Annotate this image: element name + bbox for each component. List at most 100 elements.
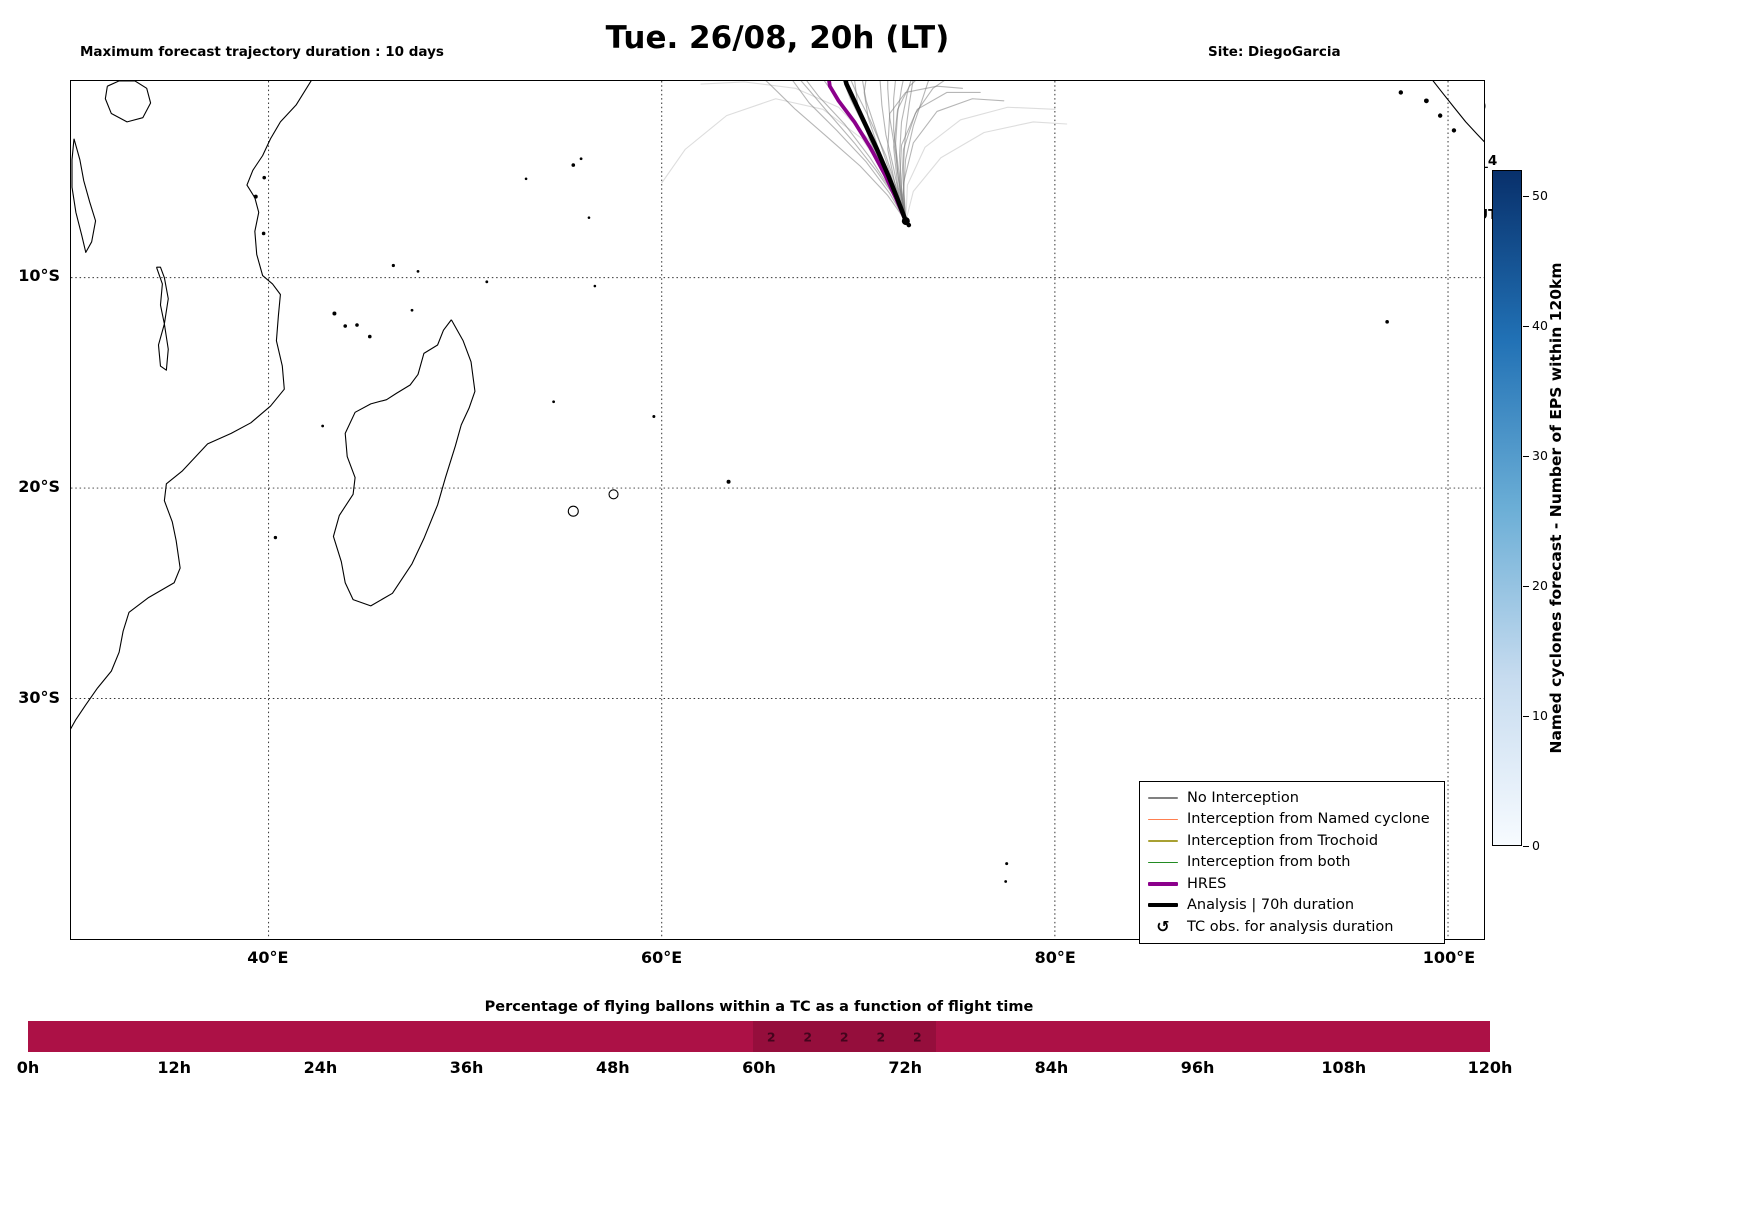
lon-tick-label: 100°E (1422, 948, 1476, 967)
map-legend: No Interception Interception from Named c… (1139, 781, 1445, 944)
flight-time-tick-label: 24h (303, 1058, 338, 1077)
legend-line-sample (1148, 797, 1178, 799)
island-dot (355, 323, 359, 327)
island-dot (593, 284, 597, 288)
legend-item: Interception from Named cyclone (1148, 809, 1436, 831)
flight-time-tick-label: 0h (16, 1058, 40, 1077)
tc-obs-icon: ↺ (1156, 916, 1170, 936)
legend-label: No Interception (1187, 789, 1299, 806)
island-dot (485, 280, 489, 284)
legend-line-sample (1148, 861, 1178, 863)
colorbar-tick-label: 40 (1532, 318, 1548, 333)
colorbar-tick (1523, 326, 1529, 328)
trajectory-eps (792, 81, 907, 222)
island-dot (367, 334, 372, 339)
flight-time-tick-label: 36h (449, 1058, 484, 1077)
legend-line (1148, 840, 1178, 842)
colorbar-tick-label: 20 (1532, 578, 1548, 593)
island-outline (608, 489, 619, 500)
trajectory-eps (887, 85, 963, 222)
island-outline (567, 505, 579, 517)
island-dot (343, 324, 348, 328)
legend-label: Interception from Trochoid (1187, 832, 1379, 849)
island-dot (579, 157, 583, 161)
tc-hour-cell (826, 1021, 863, 1052)
coastline (71, 81, 312, 730)
info-line: Site: DiegoGarcia (1208, 44, 1341, 61)
island-dot (571, 163, 576, 167)
legend-item: Analysis | 70h duration (1148, 895, 1436, 917)
flight-time-tick-label: 48h (595, 1058, 630, 1077)
colorbar-label: Named cyclones forecast - Number of EPS … (1547, 262, 1565, 754)
trajectory-eps (893, 81, 916, 222)
coastline (104, 81, 152, 123)
legend-label: Interception from Named cyclone (1187, 811, 1430, 828)
lon-tick-label: 60°E (640, 948, 683, 967)
island-dot (416, 269, 420, 273)
colorbar-tick (1523, 846, 1529, 848)
legend-line (1148, 903, 1178, 908)
trajectory-eps-outer (905, 106, 1056, 222)
colorbar-tick-label: 0 (1532, 838, 1540, 853)
trajectory-eps (765, 81, 907, 222)
island-dot (410, 308, 414, 312)
trajectory-eps (900, 81, 945, 222)
map-canvas (71, 81, 1484, 939)
legend-line-sample (1148, 881, 1178, 886)
tc-hour-cell (752, 1021, 790, 1052)
legend-item: ↺ TC obs. for analysis duration (1148, 916, 1436, 938)
legend-item: Interception from both (1148, 852, 1436, 874)
lon-tick-label: 40°E (247, 948, 289, 967)
island-dot (1398, 90, 1404, 95)
island-dot (524, 177, 528, 181)
legend-item: HRES (1148, 873, 1436, 895)
colorbar-tick (1523, 456, 1529, 458)
trajectory-eps (902, 81, 929, 222)
island-dot (1423, 98, 1429, 104)
flight-time-tick-label: 12h (157, 1058, 192, 1077)
island-dot (262, 175, 267, 180)
legend-line (1148, 861, 1178, 863)
colorbar-tick-label: 10 (1532, 708, 1548, 723)
flight-time-tick-label: 60h (742, 1058, 776, 1077)
legend-line-sample (1148, 818, 1178, 820)
island-dot (391, 263, 395, 268)
flight-time-tick-label: 108h (1321, 1058, 1367, 1077)
island-dot (1385, 320, 1389, 324)
flight-time-tick-label: 120h (1467, 1058, 1513, 1077)
flight-time-tick-label: 84h (1034, 1058, 1069, 1077)
trajectory-eps (898, 91, 981, 222)
legend-item: Interception from Trochoid (1148, 830, 1436, 852)
coastline (332, 319, 476, 607)
tc-hour-cell (789, 1021, 826, 1052)
island-dot (261, 231, 266, 236)
lon-tick-label: 80°E (1034, 948, 1076, 967)
info-line: Maximum forecast trajectory duration : 1… (80, 44, 444, 61)
coastline (155, 266, 169, 371)
lat-tick-label: 10°S (18, 266, 60, 286)
legend-line-sample (1148, 840, 1178, 842)
colorbar-tick (1523, 196, 1529, 198)
lat-tick-label: 20°S (18, 477, 60, 496)
island-dot (1451, 128, 1457, 133)
island-dot (726, 479, 731, 484)
island-dot (652, 415, 656, 419)
island-dot (1004, 880, 1008, 883)
plot-title: Tue. 26/08, 20h (LT) (605, 20, 950, 56)
tc-hour-cell (899, 1021, 936, 1052)
colorbar-tick (1523, 586, 1529, 588)
colorbar-tick-label: 30 (1532, 448, 1548, 463)
colorbar-tick-label: 50 (1532, 188, 1548, 203)
trajectory-eps-outer (905, 121, 1068, 222)
colorbar-tick (1523, 716, 1529, 718)
coastline (71, 138, 97, 253)
tc-obs-marker (906, 222, 912, 228)
colorbar (1492, 170, 1522, 846)
tc-percentage-value: 2 (839, 1029, 849, 1044)
legend-line (1148, 881, 1178, 886)
island-dot (321, 424, 325, 428)
flight-time-tick-label: 72h (888, 1058, 923, 1077)
trajectory-eps (895, 81, 907, 222)
legend-item: No Interception (1148, 787, 1436, 809)
island-dot (253, 194, 258, 199)
